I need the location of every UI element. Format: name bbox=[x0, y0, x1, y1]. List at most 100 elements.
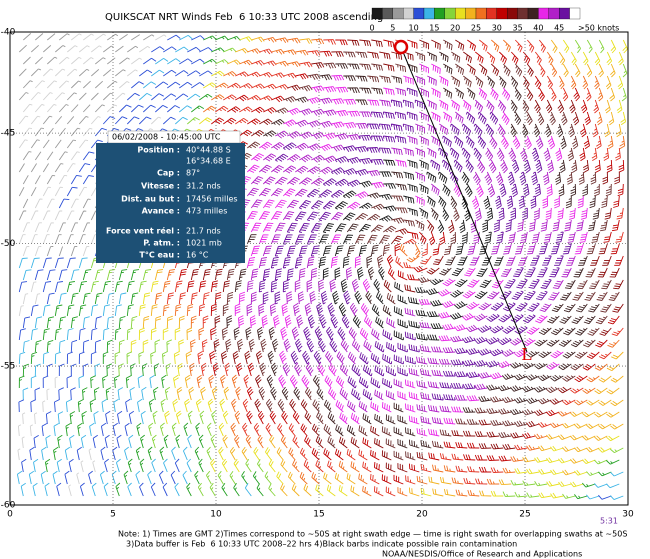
wind-barb bbox=[383, 225, 397, 233]
wind-barb bbox=[510, 51, 519, 65]
wind-barb bbox=[22, 340, 30, 353]
wind-barb bbox=[510, 337, 524, 346]
wind-barb bbox=[46, 56, 58, 65]
wind-barb bbox=[322, 200, 336, 210]
wind-barb bbox=[316, 387, 324, 401]
wind-barb bbox=[151, 69, 165, 77]
wind-barb bbox=[507, 171, 515, 186]
wind-barb bbox=[268, 459, 276, 473]
wind-barb bbox=[443, 87, 453, 99]
wind-barb bbox=[287, 84, 301, 91]
wind-barb bbox=[362, 485, 372, 497]
wind-barb bbox=[451, 453, 464, 461]
wind-barb bbox=[596, 135, 602, 150]
wind-barb bbox=[371, 303, 380, 317]
wind-barb bbox=[537, 267, 548, 278]
wind-barb bbox=[566, 171, 573, 185]
wind-barb bbox=[522, 456, 536, 463]
wind-barb bbox=[443, 465, 456, 473]
wind-barb bbox=[514, 39, 523, 53]
wind-barb bbox=[115, 69, 126, 77]
title: QUIKSCAT NRT Winds Feb 6 10:33 UTC 2008 … bbox=[105, 12, 383, 23]
wind-barb bbox=[347, 376, 357, 389]
wind-barb bbox=[513, 267, 524, 278]
wind-barb bbox=[451, 406, 464, 413]
wind-barb bbox=[385, 366, 396, 377]
wind-barb bbox=[257, 435, 264, 449]
wind-barb bbox=[66, 92, 77, 101]
wind-barb bbox=[28, 470, 35, 485]
wind-barb bbox=[22, 316, 31, 329]
wind-barb bbox=[481, 255, 492, 266]
wind-barb bbox=[35, 33, 44, 41]
wind-barb bbox=[465, 111, 476, 124]
wind-barb bbox=[524, 135, 532, 150]
wind-barb bbox=[564, 219, 572, 232]
wind-barb bbox=[175, 434, 181, 449]
wind-barb bbox=[466, 395, 480, 402]
wind-barb bbox=[90, 139, 103, 149]
wind-barb bbox=[162, 304, 170, 317]
wind-barb bbox=[114, 327, 122, 341]
wind-barb bbox=[90, 375, 96, 389]
wind-barb bbox=[64, 470, 70, 485]
map-frame bbox=[9, 31, 629, 506]
wind-barb bbox=[502, 63, 511, 77]
wind-barb bbox=[119, 81, 130, 89]
wind-barb bbox=[311, 423, 320, 437]
wind-barb bbox=[462, 290, 476, 299]
wind-barb bbox=[282, 279, 289, 293]
wind-barb bbox=[323, 178, 337, 187]
wind-barb bbox=[377, 254, 384, 269]
wind-barb bbox=[461, 195, 469, 210]
wind-barb bbox=[519, 171, 527, 186]
wind-barb bbox=[382, 135, 396, 143]
wind-barb bbox=[414, 243, 421, 258]
wind-barb bbox=[162, 482, 168, 497]
wind-barb bbox=[299, 61, 313, 68]
wind-barb bbox=[162, 116, 176, 125]
wind-barb bbox=[431, 183, 440, 196]
colorbar-swatch bbox=[392, 7, 404, 20]
wind-barb bbox=[250, 176, 264, 185]
wind-barb bbox=[370, 244, 379, 257]
wind-barb bbox=[577, 279, 588, 290]
wind-barb bbox=[238, 291, 246, 305]
wind-barb bbox=[428, 476, 440, 485]
wind-barb bbox=[498, 51, 507, 65]
wind-barb bbox=[167, 58, 181, 65]
wind-barb bbox=[59, 56, 70, 65]
colorbar-swatch bbox=[382, 7, 393, 20]
wind-barb bbox=[295, 142, 309, 151]
wind-barb bbox=[78, 375, 84, 389]
wind-barb bbox=[199, 70, 213, 77]
wind-barb bbox=[561, 267, 572, 278]
wind-barb bbox=[90, 280, 99, 293]
wind-barb bbox=[142, 104, 156, 113]
wind-barb bbox=[419, 63, 429, 74]
wind-barb bbox=[514, 111, 522, 126]
wind-barb bbox=[246, 234, 257, 245]
wind-barb bbox=[367, 213, 381, 221]
wind-barb bbox=[335, 110, 349, 117]
wind-barb bbox=[271, 95, 285, 103]
wind-barb bbox=[383, 279, 392, 293]
wind-barb bbox=[116, 434, 122, 449]
wind-barb bbox=[530, 195, 537, 209]
wind-barb bbox=[89, 399, 96, 413]
wind-barb bbox=[127, 458, 133, 473]
wind-barb bbox=[502, 396, 516, 404]
wind-barb bbox=[258, 234, 269, 245]
wind-barb bbox=[489, 348, 504, 357]
wind-barb bbox=[66, 163, 76, 173]
wind-barb bbox=[331, 51, 344, 57]
wind-barb bbox=[614, 171, 620, 185]
wind-barb bbox=[275, 84, 289, 90]
wind-barb bbox=[319, 189, 333, 198]
wind-barb bbox=[298, 267, 306, 281]
wind-barb bbox=[461, 231, 468, 245]
wind-barb bbox=[143, 34, 155, 41]
wind-barb bbox=[305, 387, 312, 401]
wind-barb bbox=[574, 375, 588, 383]
wind-barb bbox=[395, 228, 409, 235]
